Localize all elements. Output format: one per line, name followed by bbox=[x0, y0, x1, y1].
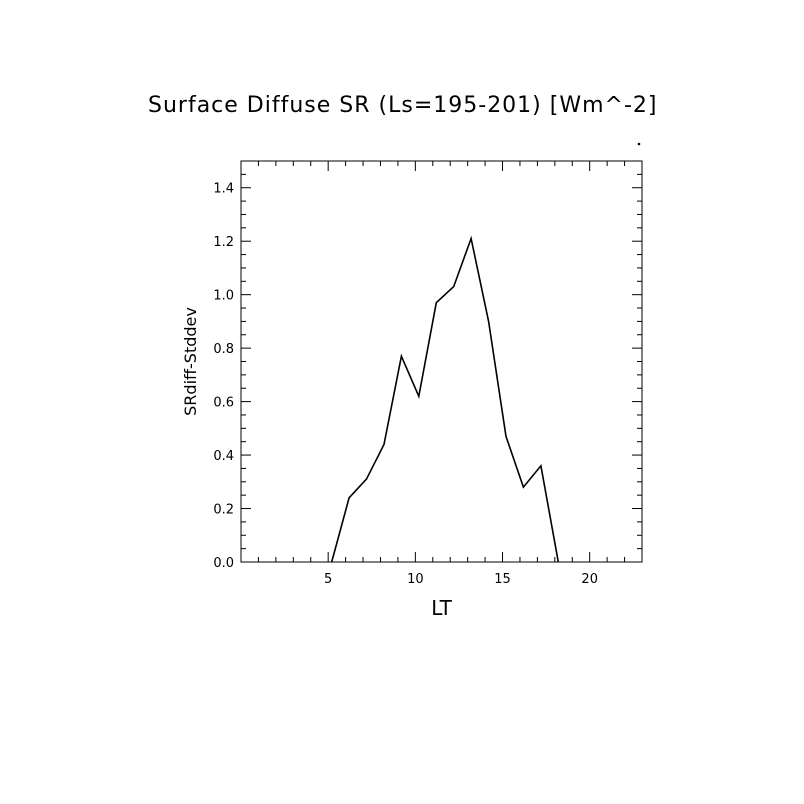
y-tick-label: 1.2 bbox=[213, 235, 234, 250]
y-tick-label: 0.8 bbox=[213, 342, 234, 357]
y-tick-label: 0.6 bbox=[213, 396, 234, 411]
series-line bbox=[330, 235, 560, 563]
x-tick-label: 5 bbox=[324, 572, 332, 587]
axis-ticks bbox=[241, 161, 642, 563]
y-tick-label: 0.2 bbox=[213, 503, 234, 518]
y-tick-label: 1.4 bbox=[213, 182, 234, 197]
x-axis-title: LT bbox=[431, 596, 452, 620]
corner-dot-mark bbox=[637, 142, 641, 146]
plot-area-frame bbox=[240, 160, 643, 563]
y-axis-title: SRdiff-Stddev bbox=[181, 307, 200, 416]
tick-labels: 5 10 15 20 0.0 0.2 0.4 0.6 0.8 1.0 1.2 1.4 bbox=[213, 182, 598, 587]
y-tick-label: 0.0 bbox=[213, 556, 234, 571]
x-tick-label: 15 bbox=[494, 572, 511, 587]
series-layer bbox=[330, 235, 560, 563]
y-tick-label: 0.4 bbox=[213, 449, 234, 464]
chart-title: Surface Diffuse SR (Ls=195-201) [Wm^-2] bbox=[148, 93, 657, 118]
y-tick-label: 1.0 bbox=[213, 289, 234, 304]
x-tick-label: 20 bbox=[581, 572, 598, 587]
x-tick-label: 10 bbox=[407, 572, 424, 587]
